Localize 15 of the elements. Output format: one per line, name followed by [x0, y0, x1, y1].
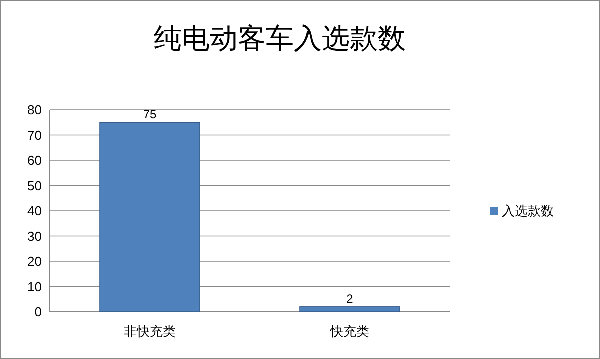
chart-title: 纯电动客车入选款数: [154, 23, 406, 54]
y-tick-label: 20: [28, 254, 42, 270]
x-tick-label: 非快充类: [124, 324, 176, 339]
y-tick-label: 60: [28, 153, 42, 168]
y-tick-label: 70: [28, 128, 42, 143]
y-tick-label: 0: [34, 304, 42, 320]
data-label: 75: [143, 108, 157, 122]
legend-label: 入选款数: [502, 204, 554, 219]
y-tick-label: 10: [28, 279, 42, 294]
y-tick-label: 40: [28, 204, 42, 219]
data-label: 2: [346, 292, 354, 306]
x-tick-label: 快充类: [330, 324, 370, 339]
y-tick-label: 80: [28, 102, 42, 118]
y-tick-label: 30: [28, 228, 42, 244]
y-tick-label: 50: [28, 178, 42, 194]
